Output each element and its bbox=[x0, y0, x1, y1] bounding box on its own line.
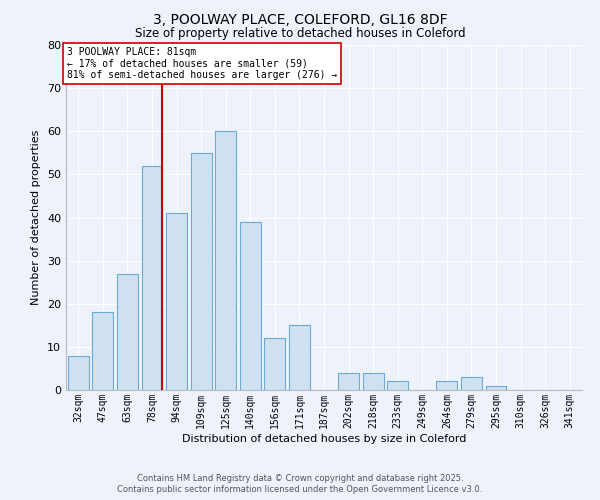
Bar bbox=[92, 312, 113, 390]
Bar bbox=[387, 382, 408, 390]
Bar bbox=[240, 222, 261, 390]
Text: Contains HM Land Registry data © Crown copyright and database right 2025.
Contai: Contains HM Land Registry data © Crown c… bbox=[118, 474, 482, 494]
Bar bbox=[166, 213, 187, 390]
Bar bbox=[265, 338, 286, 390]
X-axis label: Distribution of detached houses by size in Coleford: Distribution of detached houses by size … bbox=[182, 434, 466, 444]
Bar bbox=[68, 356, 89, 390]
Bar bbox=[436, 382, 457, 390]
Text: 3 POOLWAY PLACE: 81sqm
← 17% of detached houses are smaller (59)
81% of semi-det: 3 POOLWAY PLACE: 81sqm ← 17% of detached… bbox=[67, 47, 337, 80]
Bar bbox=[142, 166, 163, 390]
Bar bbox=[191, 153, 212, 390]
Bar bbox=[461, 377, 482, 390]
Bar bbox=[117, 274, 138, 390]
Bar bbox=[485, 386, 506, 390]
Bar bbox=[215, 131, 236, 390]
Text: Size of property relative to detached houses in Coleford: Size of property relative to detached ho… bbox=[134, 28, 466, 40]
Bar bbox=[338, 373, 359, 390]
Y-axis label: Number of detached properties: Number of detached properties bbox=[31, 130, 41, 305]
Text: 3, POOLWAY PLACE, COLEFORD, GL16 8DF: 3, POOLWAY PLACE, COLEFORD, GL16 8DF bbox=[152, 12, 448, 26]
Bar bbox=[362, 373, 383, 390]
Bar bbox=[289, 326, 310, 390]
